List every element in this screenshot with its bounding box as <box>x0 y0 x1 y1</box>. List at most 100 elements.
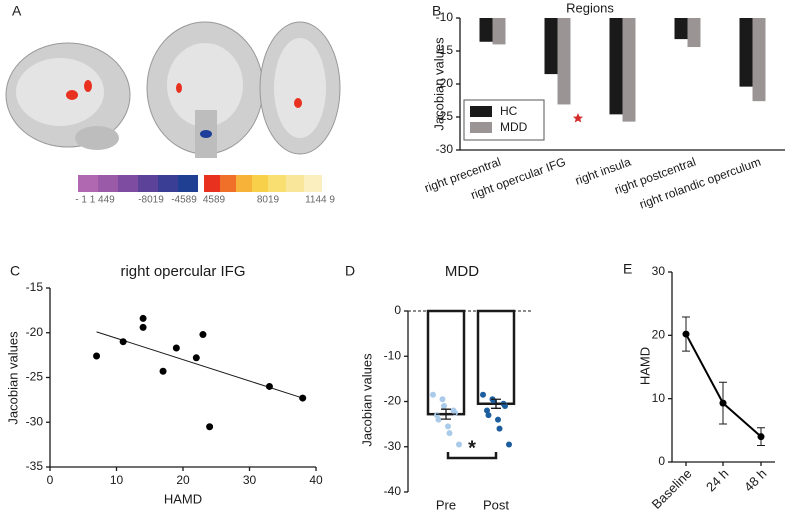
bar <box>557 18 571 105</box>
x-tick-label: 20 <box>176 473 190 487</box>
significance-star <box>573 113 583 123</box>
point <box>439 396 446 403</box>
bar <box>622 18 636 122</box>
panel-letter: E <box>623 261 632 277</box>
colorbar-label: -4589 <box>171 195 197 206</box>
panel-letter: A <box>12 3 22 19</box>
panel-letter: D <box>345 263 355 279</box>
legend-swatch <box>470 106 492 117</box>
x-tick-label: 40 <box>309 473 323 487</box>
colorbar-label: 1144 9 <box>305 195 335 206</box>
error-bar <box>486 398 506 409</box>
point <box>502 403 508 410</box>
x-tick-label: 10 <box>110 473 124 487</box>
bar <box>752 18 766 102</box>
point <box>757 433 765 441</box>
colorbar-label: 8019 <box>257 195 280 206</box>
y-axis-label: HAMD <box>637 347 652 385</box>
bar <box>609 18 623 115</box>
legend-swatch <box>470 122 492 133</box>
y-axis-label: Jacobian values <box>431 37 446 131</box>
bar <box>426 309 466 416</box>
point <box>119 338 127 346</box>
point <box>435 416 442 423</box>
x-tick-label: Post <box>483 497 509 512</box>
y-tick-label: -30 <box>384 439 402 453</box>
y-tick-label: -40 <box>384 484 402 498</box>
point <box>485 412 492 419</box>
y-tick-label: -15 <box>436 43 454 57</box>
point <box>719 399 727 407</box>
point <box>484 407 490 414</box>
panel-letter: C <box>10 263 20 279</box>
error-bar <box>436 408 456 420</box>
point <box>172 344 180 352</box>
significance-label: * <box>468 437 476 459</box>
y-tick-label: -20 <box>26 325 44 339</box>
x-axis-label: HAMD <box>164 491 202 506</box>
bar <box>476 309 516 406</box>
y-tick-label: 0 <box>394 303 401 317</box>
point <box>446 430 453 437</box>
y-tick-label: -20 <box>436 76 454 90</box>
colorbar-label: - 1 1 449 <box>75 195 115 206</box>
y-tick-label: -10 <box>436 10 454 24</box>
y-tick-label: 10 <box>652 391 666 405</box>
x-tick-label: right rolandic operculum <box>637 155 762 212</box>
point <box>265 382 273 390</box>
point <box>159 367 167 375</box>
point <box>93 352 101 360</box>
point <box>452 409 458 416</box>
x-tick-label: 24 h <box>703 466 732 495</box>
point <box>495 416 501 423</box>
point <box>456 441 462 448</box>
y-tick-label: -35 <box>26 459 44 473</box>
bar <box>739 18 753 87</box>
legend-label: MDD <box>500 120 528 134</box>
x-tick-label: Pre <box>436 497 456 512</box>
point <box>139 323 147 331</box>
colorbar-label: 4589 <box>203 195 226 206</box>
point <box>506 441 512 448</box>
bar <box>674 18 688 40</box>
bar <box>544 18 558 75</box>
y-tick-label: -25 <box>26 370 44 384</box>
brain-images <box>5 21 341 192</box>
y-tick-label: -15 <box>26 280 44 294</box>
point <box>139 314 147 322</box>
y-tick-label: 0 <box>658 454 665 468</box>
legend-box <box>463 99 545 141</box>
y-axis-label: Jacobian values <box>359 353 374 447</box>
y-tick-label: -30 <box>26 414 44 428</box>
colorbar <box>78 175 322 192</box>
x-tick-label: 30 <box>243 473 257 487</box>
point <box>496 425 503 432</box>
chart-title: MDD <box>445 263 479 280</box>
point <box>199 331 207 339</box>
y-tick-label: 20 <box>652 328 666 342</box>
bar <box>492 18 506 45</box>
y-tick-label: -25 <box>436 109 454 123</box>
chart-title: right opercular IFG <box>120 263 245 280</box>
x-tick-label: Baseline <box>649 466 695 512</box>
significance-bracket <box>446 452 498 460</box>
bar <box>479 18 493 42</box>
colorbar-label: -8019 <box>138 195 164 206</box>
x-tick-label: 48 h <box>741 466 770 495</box>
point <box>192 354 200 362</box>
point <box>445 423 451 430</box>
x-tick-label: 0 <box>47 473 54 487</box>
y-tick-label: 30 <box>652 264 666 278</box>
y-tick-label: -30 <box>436 142 454 156</box>
y-tick-label: -10 <box>384 348 402 362</box>
point <box>480 391 486 398</box>
point <box>206 423 214 431</box>
chart-title: Regions <box>566 0 614 15</box>
point <box>430 391 436 398</box>
panel-letter: B <box>432 3 441 19</box>
y-tick-label: -20 <box>384 394 402 408</box>
point <box>299 394 307 402</box>
axis <box>49 288 316 468</box>
y-axis-label: Jacobian values <box>5 331 20 425</box>
